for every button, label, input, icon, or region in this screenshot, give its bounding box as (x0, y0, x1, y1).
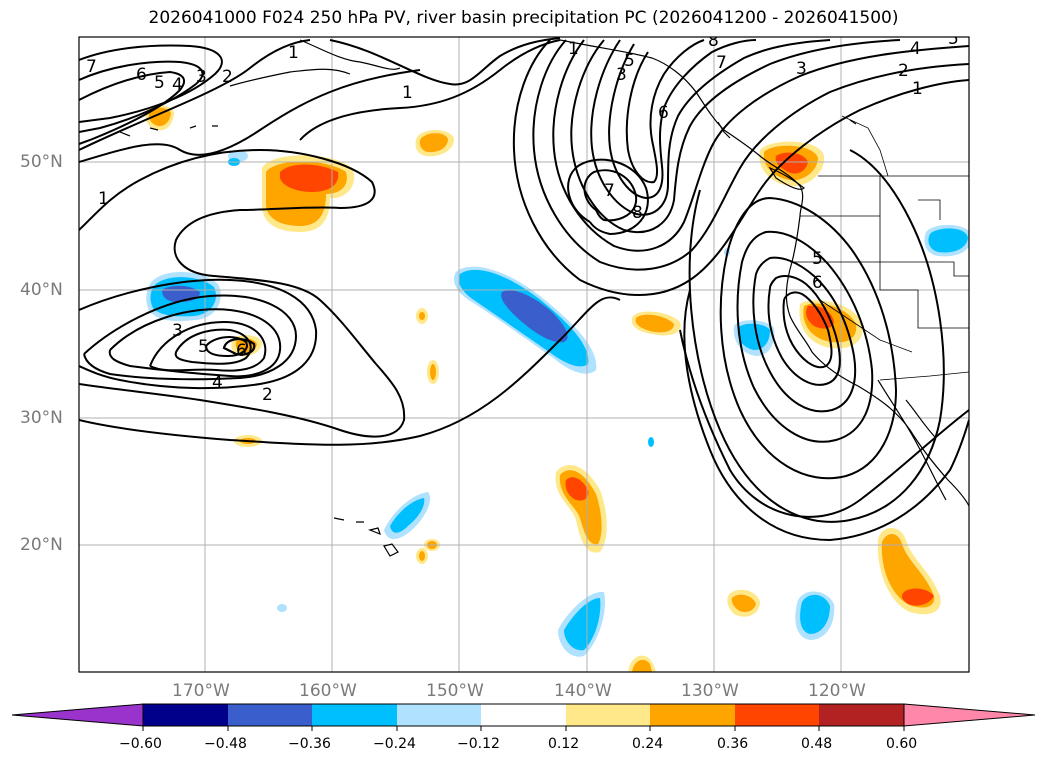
contour-label: 1 (912, 79, 923, 99)
map-title: 2026041000 F024 250 hPa PV, river basin … (148, 8, 899, 28)
colorbar-tick-label: −0.24 (373, 736, 416, 752)
contour-label: 3 (196, 67, 207, 87)
colorbar-tick-label: 0.12 (548, 736, 580, 752)
contour-label: 2 (898, 61, 909, 81)
map-frame (78, 36, 970, 673)
contour-label: 5 (812, 249, 823, 269)
contour-label: 6 (136, 65, 147, 85)
colorbar-tick-label: 0.24 (632, 736, 664, 752)
contour-label: 6 (812, 273, 823, 293)
contour-label: 8 (708, 31, 719, 51)
colorbar-segment (735, 704, 819, 726)
lat-label-40n: 40°N (20, 280, 63, 300)
contour-label: 6 (658, 103, 669, 123)
lat-label-20n: 20°N (20, 535, 63, 555)
map-frame-bg (79, 37, 969, 672)
lon-label-150w: 150°W (426, 681, 484, 701)
contour-label: 1 (568, 39, 579, 59)
contour-label: 8 (632, 203, 643, 223)
colorbar-segment (143, 704, 228, 726)
colorbar-tick-label: 0.60 (886, 736, 918, 752)
colorbar-tick-label: −0.12 (457, 736, 500, 752)
contour-label: 6 (236, 341, 247, 361)
contour-label: 4 (212, 373, 223, 393)
lon-label-160w: 160°W (299, 681, 357, 701)
contour-label: 5 (154, 73, 165, 93)
precip-positive-shading (145, 105, 941, 672)
contour-label: 3 (616, 65, 627, 85)
contour-label: 3 (172, 321, 183, 341)
lat-label-50n: 50°N (20, 152, 63, 172)
contour-label: 7 (604, 181, 615, 201)
contour-label: 2 (222, 67, 233, 87)
graticule (79, 37, 969, 672)
contour-label: 2 (262, 385, 273, 405)
contour-label: 3 (796, 59, 807, 79)
colorbar-tick-label: −0.60 (119, 736, 162, 752)
colorbar-segment (819, 704, 904, 726)
contour-label: 1 (402, 83, 413, 103)
colorbar-segment (228, 704, 312, 726)
contour-label: 1 (288, 43, 299, 63)
colorbar-segment (312, 704, 397, 726)
lon-label-140w: 140°W (554, 681, 612, 701)
colorbar-segment (397, 704, 481, 726)
lon-label-120w: 120°W (808, 681, 866, 701)
colorbar-segment (481, 704, 566, 726)
colorbar-tick-label: 0.48 (801, 736, 833, 752)
colorbar-extend-low (11, 703, 144, 727)
colorbar-segment (650, 704, 735, 726)
contour-label: 5 (948, 29, 959, 49)
contour-label: 7 (716, 53, 727, 73)
contour-label: 5 (198, 337, 209, 357)
colorbar-segment (566, 704, 650, 726)
colorbar-tick-label: −0.36 (288, 736, 331, 752)
colorbar (11, 703, 1036, 731)
lon-label-130w: 130°W (681, 681, 739, 701)
colorbar-tick-label: 0.36 (717, 736, 749, 752)
political-borders (790, 115, 969, 381)
contour-label: 5 (624, 51, 635, 71)
contour-labels: 7 6 5 4 3 2 1 1 1 1 3 5 6 8 7 7 8 4 3 2 … (86, 29, 959, 405)
contour-label: 4 (910, 39, 921, 59)
contour-label: 4 (172, 75, 183, 95)
contour-label: 1 (98, 189, 109, 209)
colorbar-tick-label: −0.48 (204, 736, 247, 752)
lon-label-170w: 170°W (172, 681, 230, 701)
lat-label-30n: 30°N (20, 408, 63, 428)
pv-contours (79, 37, 969, 542)
contour-label: 7 (86, 57, 97, 77)
colorbar-extend-high (903, 703, 1036, 727)
